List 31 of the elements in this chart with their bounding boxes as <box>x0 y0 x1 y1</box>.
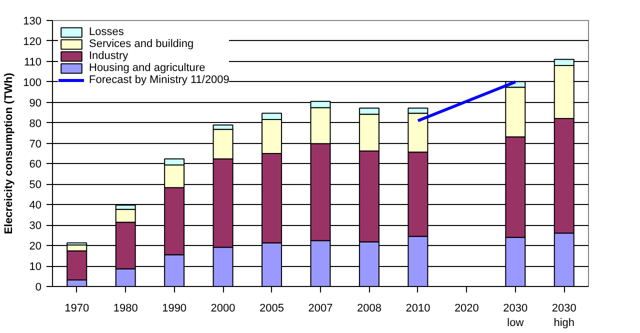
y-tick-label: 90 <box>29 97 42 110</box>
y-tick-label: 120 <box>23 36 42 48</box>
x-tick-label: 2007 <box>308 302 333 314</box>
y-tick-label: 20 <box>29 240 42 253</box>
x-tick-label: 2030 high <box>552 302 576 329</box>
y-tick-label: 130 <box>23 16 42 28</box>
x-tick-label: 1970 <box>64 302 90 314</box>
y-tick-label: 50 <box>29 179 42 192</box>
x-tick-label: 1990 <box>162 302 187 314</box>
y-tick-label: 80 <box>29 118 42 130</box>
x-tick-label: 2000 <box>210 302 236 314</box>
y-tick-label: 10 <box>29 261 42 274</box>
x-tick-label: 1980 <box>113 302 138 314</box>
legend-label: Industry <box>89 50 128 62</box>
legend-label: Forecast by Ministry 11/2009 <box>89 74 230 86</box>
legend-label: Losses <box>89 26 124 38</box>
y-tick-label: 40 <box>29 200 42 212</box>
y-tick-label: 100 <box>23 76 42 89</box>
x-tick-label: 2020 <box>454 302 479 314</box>
x-tick-label: 2010 <box>406 302 430 314</box>
y-tick-label: 0 <box>35 282 42 294</box>
x-tick-label: 2030 low <box>503 302 528 329</box>
legend-label: Housing and agriculture <box>89 62 206 74</box>
y-axis-title: Elecreicity consumption (TWh) <box>3 72 16 234</box>
x-tick-label: 2008 <box>356 302 382 314</box>
y-tick-label: 70 <box>29 138 42 150</box>
y-tick-label: 110 <box>24 56 42 68</box>
y-tick-label: 30 <box>29 220 42 232</box>
y-tick-label: 60 <box>29 158 42 171</box>
legend-label: Services and building <box>89 38 194 50</box>
x-tick-label: 2005 <box>260 302 284 314</box>
